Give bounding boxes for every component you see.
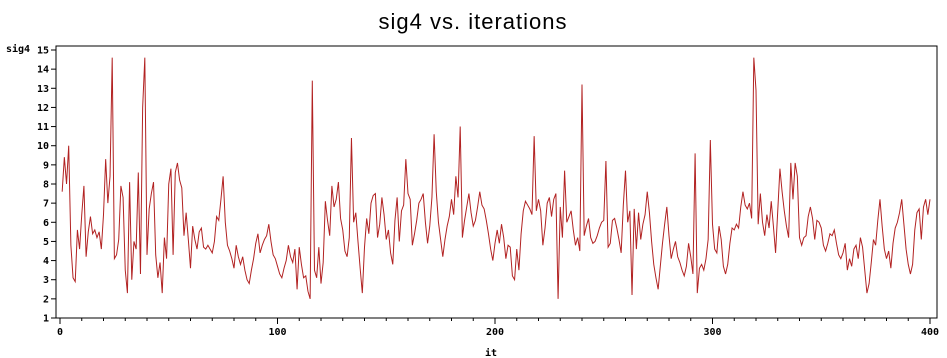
x-tick-label: 100 (268, 327, 286, 338)
y-axis-label: sig4 (6, 43, 30, 55)
y-tick-label: 2 (43, 294, 49, 305)
y-tick-label: 13 (37, 84, 49, 95)
y-tick-label: 11 (37, 122, 49, 133)
y-tick-label: 14 (37, 65, 49, 76)
x-tick-label: 200 (486, 327, 504, 338)
y-tick-label: 10 (37, 141, 49, 152)
y-tick-label: 9 (43, 160, 49, 171)
y-tick-label: 5 (43, 237, 49, 248)
x-tick-label: 300 (703, 327, 721, 338)
y-tick-label: 12 (37, 103, 49, 114)
x-axis: 0 100 200 300 400 (57, 318, 939, 338)
plot-frame (55, 45, 938, 319)
y-tick-label: 7 (43, 199, 49, 210)
y-tick-label: 6 (43, 218, 49, 229)
x-axis-label: it (485, 347, 497, 358)
x-tick-label: 400 (921, 327, 939, 338)
y-tick-label: 4 (43, 256, 49, 267)
y-tick-label: 15 (37, 46, 49, 57)
y-tick-label: 1 (43, 314, 49, 325)
x-tick-label: 0 (57, 327, 63, 338)
y-tick-label: 3 (43, 275, 49, 286)
series-line-sig4 (61, 57, 931, 299)
y-tick-label: 8 (43, 180, 49, 191)
chart-title: sig4 vs. iterations (379, 9, 568, 34)
